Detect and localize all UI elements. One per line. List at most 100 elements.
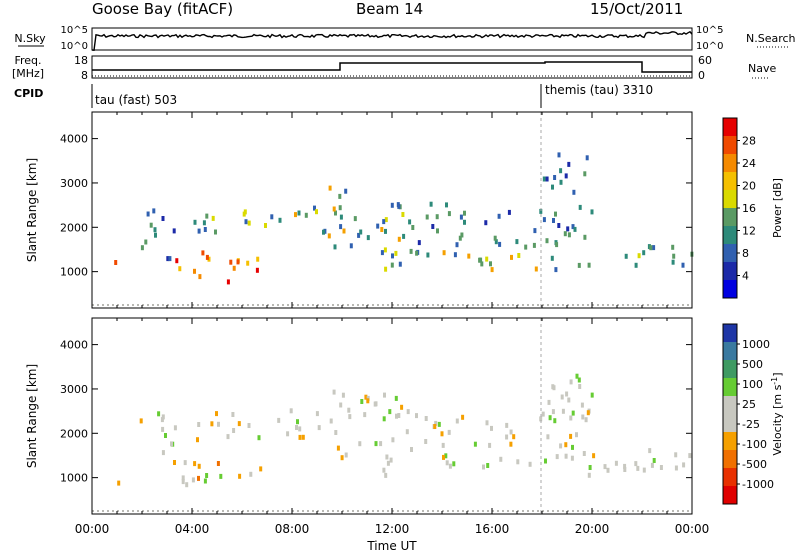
echo-cell	[149, 222, 153, 228]
echo-cell	[334, 210, 337, 216]
colorbar-tick-label: -1000	[742, 478, 774, 491]
colorbar-segment	[723, 414, 737, 433]
echo-cell	[578, 384, 582, 389]
colorbar-tick-label: -25	[742, 418, 760, 431]
echo-cell	[577, 377, 581, 383]
echo-cell	[516, 459, 520, 465]
echo-cell	[348, 414, 352, 420]
echo-cell	[603, 464, 607, 470]
echo-cell	[548, 415, 552, 421]
colorbar-tick-label: 16	[742, 202, 756, 215]
echo-cell	[671, 259, 675, 265]
colorbar-segment	[723, 450, 737, 469]
echo-cell	[185, 482, 189, 488]
echo-cell	[409, 248, 413, 254]
y-tick-label: 3000	[60, 177, 88, 190]
echo-cell	[479, 257, 483, 263]
echo-cell	[402, 233, 406, 239]
echo-cell	[431, 224, 435, 229]
echo-cell	[205, 213, 209, 219]
echo-cell	[554, 211, 557, 217]
echo-cell	[588, 465, 592, 470]
freq-strip-frame	[91, 55, 693, 79]
colorbar-segment	[723, 324, 737, 343]
echo-cell	[139, 418, 143, 424]
colorbar-segment	[723, 342, 737, 361]
echo-cell	[244, 219, 248, 225]
echo-cell	[383, 247, 387, 253]
panel-frame	[91, 111, 693, 309]
freq-label: Freq.	[14, 54, 41, 67]
colorbar-segment	[723, 190, 737, 209]
echo-cell	[216, 461, 220, 466]
panel-power: 4000 3000 2000 1000 Slant Range [km] 28 24 20 16…	[25, 111, 784, 309]
echo-cell	[246, 260, 250, 266]
echo-cell	[557, 152, 561, 158]
x-axis-label: Time UT	[366, 539, 417, 553]
y-axis-label: Slant Range [km]	[25, 158, 39, 262]
echo-cell	[569, 379, 573, 385]
echo-cell	[564, 442, 568, 448]
echo-cell	[467, 253, 471, 259]
echo-cell	[183, 460, 187, 466]
echo-cell	[553, 418, 557, 424]
x-tick-label: 00:00	[75, 522, 110, 536]
echo-cell	[386, 460, 390, 466]
echo-cell	[391, 437, 395, 443]
echo-cell	[571, 410, 575, 416]
echo-cell	[327, 233, 331, 239]
echo-cell	[342, 228, 346, 234]
echo-cell	[146, 211, 150, 217]
echo-cell	[201, 250, 205, 256]
echo-cell	[473, 441, 477, 447]
echo-cell	[168, 256, 172, 262]
colorbar-tick-label: 4	[742, 270, 749, 283]
echo-cell	[458, 235, 462, 241]
nsky-trace	[91, 30, 693, 51]
echo-cell	[571, 444, 574, 450]
echo-cell	[524, 244, 528, 250]
echo-cell	[238, 473, 242, 479]
echo-cell	[270, 214, 274, 220]
colorbar-tick-label: 28	[742, 135, 756, 148]
colorbar-label: Velocity [m s-1]	[770, 372, 784, 455]
echo-cell	[358, 441, 362, 447]
echo-cell	[231, 412, 235, 417]
echo-cell	[554, 267, 558, 273]
echo-cell	[436, 228, 439, 234]
echo-cell	[642, 250, 646, 256]
echo-cell	[559, 179, 563, 185]
echo-cell	[578, 204, 582, 210]
nsearch-label: N.Search	[746, 32, 796, 45]
colorbar-segment	[723, 226, 737, 245]
echo-cell	[581, 414, 585, 420]
echo-cell	[322, 229, 325, 235]
echo-cell	[567, 397, 571, 403]
echo-cell	[295, 425, 298, 430]
echo-cell	[390, 202, 394, 208]
echo-cell	[424, 416, 428, 421]
echo-cell	[406, 409, 410, 415]
echo-cell	[313, 205, 316, 211]
echo-cell	[382, 416, 386, 422]
panel-frame	[91, 317, 693, 515]
echo-cell	[247, 423, 251, 428]
cpid-label: CPID	[14, 87, 43, 100]
echo-cell	[445, 460, 449, 466]
colorbar-tick-label: -500	[742, 458, 767, 471]
echo-cell	[440, 431, 444, 437]
echo-cell	[344, 188, 348, 194]
echo-cell	[328, 185, 332, 191]
echo-cell	[539, 416, 543, 422]
echo-cell	[494, 239, 498, 245]
colorbar-segment	[723, 244, 737, 263]
echo-cell	[257, 435, 261, 441]
echo-cell	[583, 234, 587, 240]
echo-cell	[425, 214, 429, 220]
y-tick-label: 4000	[60, 133, 88, 146]
echo-cell	[505, 422, 509, 428]
echo-cell	[447, 211, 451, 217]
echo-cell	[197, 463, 201, 469]
colorbar-segment	[723, 208, 737, 227]
echo-cell	[242, 211, 246, 217]
